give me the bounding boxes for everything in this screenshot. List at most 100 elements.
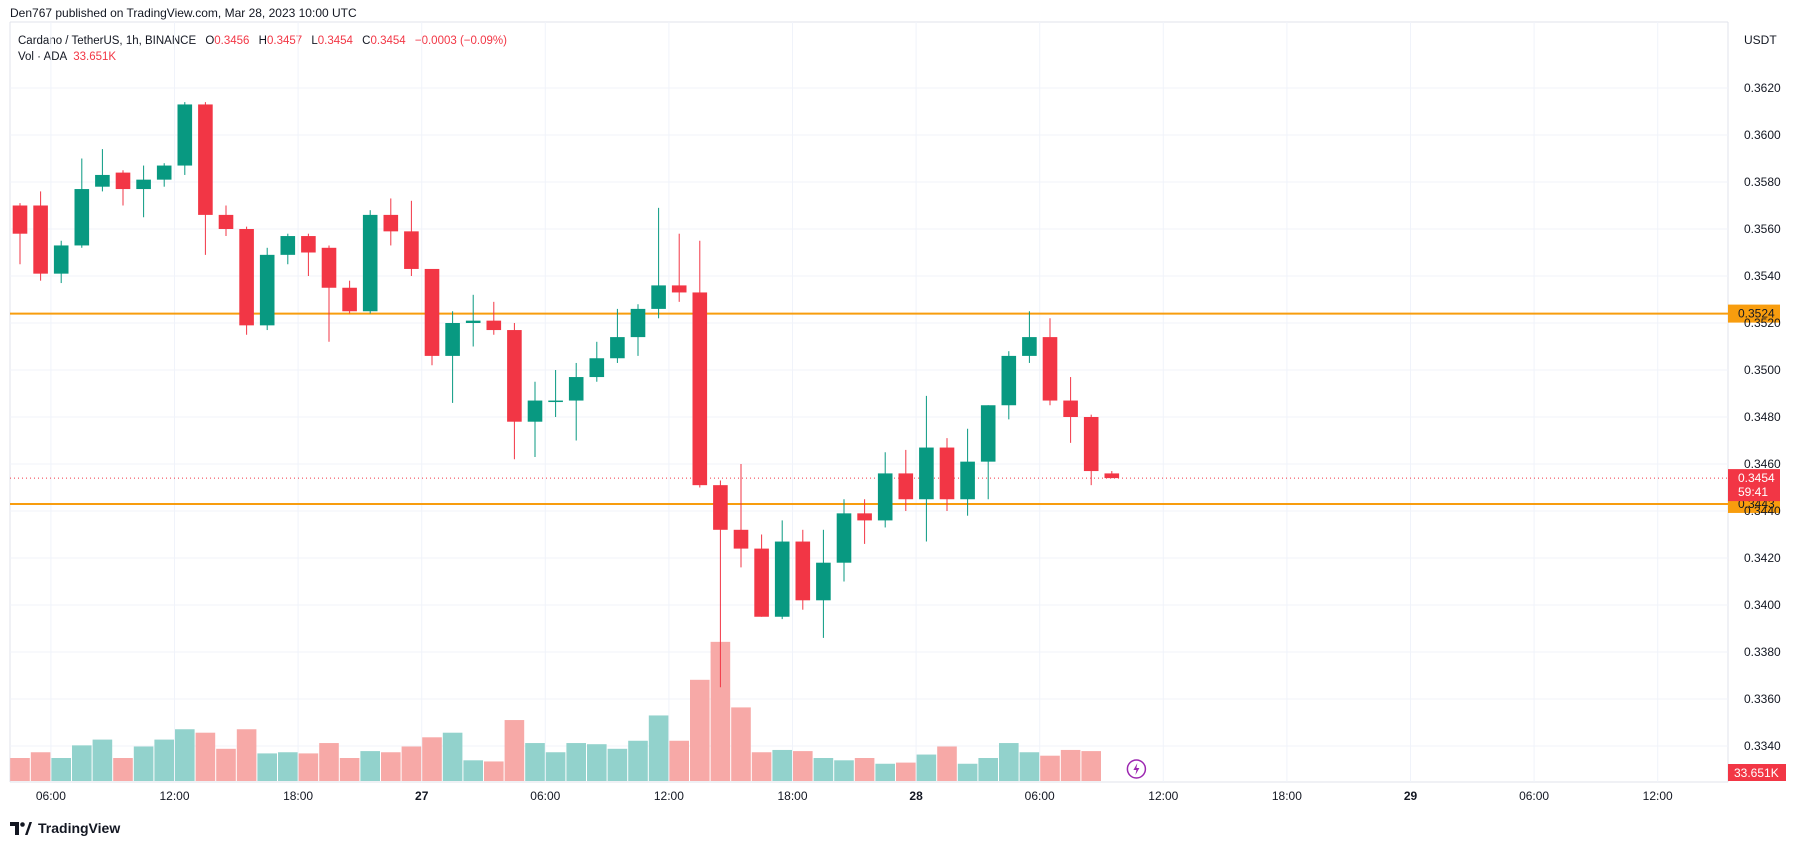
candle-body: [919, 447, 934, 500]
time-tick-label: 12:00: [159, 789, 189, 803]
level-price-label: 0.3524: [1738, 307, 1775, 321]
candle-body: [95, 174, 110, 187]
volume-value-tag: [1728, 764, 1786, 781]
volume-bar: [834, 760, 854, 781]
volume-bar: [937, 746, 957, 781]
low-label: L: [311, 35, 318, 47]
candle-body: [33, 205, 48, 274]
volume-indicator-value: 33.651K: [73, 51, 117, 63]
price-tick-label: 0.3580: [1744, 175, 1781, 189]
volume-value-label: 33.651K: [1734, 766, 1779, 780]
candle-body: [177, 104, 193, 166]
volume-bar: [339, 758, 360, 781]
volume-bar: [793, 751, 813, 781]
lightning-glyph: [1133, 763, 1140, 775]
time-tick-label: 18:00: [1272, 789, 1302, 803]
candle-body: [115, 172, 131, 190]
candle-body: [877, 473, 893, 521]
candle-body: [1042, 337, 1058, 401]
level-price-tag: [1728, 304, 1780, 323]
volume-legend[interactable]: Vol · ADA 33.651K: [18, 51, 116, 63]
last-price-label: 0.3454: [1738, 471, 1775, 485]
volume-bar: [10, 758, 30, 781]
candle-body: [939, 447, 955, 500]
time-tick-label: 06:00: [36, 789, 66, 803]
candle-body: [280, 236, 296, 255]
volume-bar: [916, 754, 937, 781]
candle-body: [486, 320, 502, 331]
candle-body: [960, 461, 975, 500]
symbol-name[interactable]: Cardano / TetherUS, 1h, BINANCE: [18, 35, 197, 47]
price-tick-label: 0.3600: [1744, 128, 1781, 142]
close-value: 0.3454: [370, 35, 406, 47]
price-tick-label: 0.3400: [1744, 598, 1781, 612]
candle-body: [12, 205, 28, 234]
published-header: Den767 published on TradingView.com, Mar…: [10, 6, 357, 20]
candle-body: [816, 562, 831, 601]
price-tick-label: 0.3360: [1744, 692, 1781, 706]
candle-body: [1022, 337, 1037, 356]
price-tick-label: 0.3500: [1744, 363, 1781, 377]
time-tick-label: 27: [415, 789, 429, 803]
volume-bar: [113, 758, 133, 781]
candle-body: [692, 292, 708, 486]
candle-body: [713, 485, 728, 530]
candle-body: [321, 247, 337, 288]
high-label: H: [258, 35, 267, 47]
price-tick-label: 0.3620: [1744, 81, 1781, 95]
bar-countdown-label: 59:41: [1738, 485, 1768, 499]
volume-bar: [484, 761, 504, 781]
price-tick-label: 0.3380: [1744, 645, 1781, 659]
volume-bar: [1019, 752, 1040, 781]
price-tick-label: 0.3420: [1744, 551, 1781, 565]
volume-bar: [1060, 749, 1081, 781]
volume-bar: [360, 751, 380, 781]
symbol-legend[interactable]: Cardano / TetherUS, 1h, BINANCE O0.3456 …: [18, 35, 507, 47]
volume-bar: [690, 679, 710, 781]
candle-body: [733, 529, 749, 549]
candle-body: [342, 287, 357, 312]
volume-bar: [278, 752, 298, 781]
price-tick-label: 0.3560: [1744, 222, 1781, 236]
candle-body: [1001, 355, 1017, 406]
volume-bar: [175, 729, 195, 781]
volume-bar: [957, 763, 978, 781]
time-tick-label: 06:00: [1025, 789, 1055, 803]
volume-bar: [381, 752, 401, 781]
volume-bar: [772, 749, 792, 781]
candle-body: [198, 104, 213, 215]
candle-body: [795, 541, 811, 601]
candle-body: [610, 337, 625, 359]
volume-bar: [72, 745, 92, 781]
time-tick-label: 29: [1404, 789, 1418, 803]
candle-body: [980, 405, 996, 462]
volume-bar: [813, 758, 834, 781]
volume-bar: [195, 732, 216, 781]
candle-body: [671, 285, 687, 293]
candle-body: [136, 179, 151, 190]
candle-body: [383, 214, 399, 232]
footer-logo[interactable]: TradingView: [10, 820, 120, 836]
close-label: C: [362, 35, 371, 47]
candle-body: [754, 548, 769, 617]
volume-bar: [463, 760, 483, 781]
volume-bar: [216, 748, 236, 781]
volume-bar: [999, 743, 1019, 781]
candle-body: [156, 165, 172, 180]
candle-body: [548, 400, 563, 403]
time-tick-label: 12:00: [654, 789, 684, 803]
volume-bar: [1081, 751, 1101, 781]
time-tick-label: 12:00: [1148, 789, 1178, 803]
volume-bar: [319, 743, 339, 781]
candle-body: [507, 330, 522, 422]
candle-body: [74, 189, 90, 246]
volume-indicator-name[interactable]: Vol · ADA: [18, 51, 68, 63]
price-tick-label: 0.3460: [1744, 457, 1781, 471]
candle-body: [362, 214, 378, 312]
volume-bar: [896, 762, 916, 781]
candle-body: [445, 323, 460, 356]
volume-bar: [401, 746, 422, 781]
volume-bar: [545, 752, 566, 781]
